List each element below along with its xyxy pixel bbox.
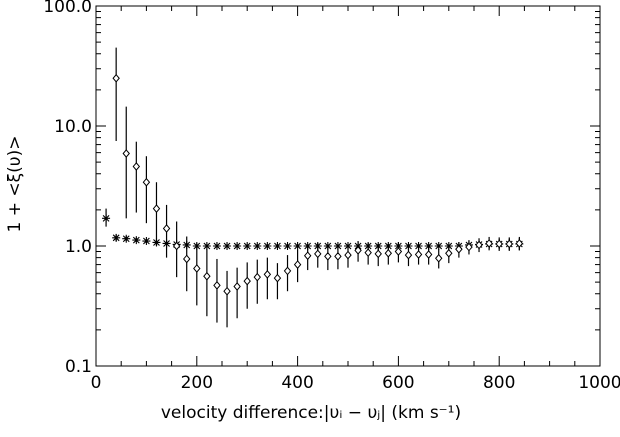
asterisk-point xyxy=(303,242,312,250)
asterisk-point xyxy=(444,242,453,250)
asterisk-point xyxy=(374,242,383,250)
diamond-point xyxy=(273,273,282,283)
diamond-point xyxy=(223,286,231,296)
asterisk-point xyxy=(243,242,252,250)
diamond-point xyxy=(172,241,181,251)
asterisk-point xyxy=(253,242,262,250)
diamond-point xyxy=(142,177,151,187)
asterisk-point xyxy=(404,242,413,250)
diamond-point xyxy=(183,254,191,264)
asterisk-point xyxy=(323,242,332,250)
asterisk-point xyxy=(142,237,151,246)
asterisk-point xyxy=(212,242,221,250)
asterisk-point xyxy=(102,214,111,223)
diamond-point xyxy=(344,250,352,260)
asterisk-point xyxy=(152,238,161,247)
diamond-point xyxy=(253,272,261,282)
y-tick-label: 1.0 xyxy=(65,237,92,257)
y-axis-title: 1 + <ξ(υ)> xyxy=(5,136,25,233)
diamond-point xyxy=(203,271,211,281)
diamond-point xyxy=(283,266,292,276)
y-tick-label: 0.1 xyxy=(65,357,92,377)
asterisk-point xyxy=(434,242,443,250)
y-tick-label: 10.0 xyxy=(54,117,92,137)
asterisk-point xyxy=(384,242,393,250)
x-axis-title: velocity difference:|υᵢ − υⱼ| (km s⁻¹) xyxy=(161,403,461,423)
x-tick-label: 800 xyxy=(483,373,515,393)
asterisk-point xyxy=(233,242,242,250)
x-tick-label: 400 xyxy=(281,373,313,393)
diamond-point xyxy=(394,247,403,256)
diamond-point xyxy=(505,239,513,249)
asterisk-point xyxy=(394,242,403,250)
diamond-point xyxy=(404,250,413,260)
diamond-point xyxy=(122,149,130,158)
diamond-point xyxy=(374,249,382,259)
asterisk-point xyxy=(122,234,131,243)
plot-border xyxy=(95,5,601,367)
x-tick-label: 200 xyxy=(181,373,213,393)
asterisk-point xyxy=(192,242,201,250)
asterisk-point xyxy=(344,242,352,250)
asterisk-point xyxy=(333,242,342,250)
diamond-point xyxy=(162,224,171,233)
x-tick-label: 600 xyxy=(382,373,414,393)
diamond-point xyxy=(354,245,362,255)
plot-frame xyxy=(95,5,601,367)
asterisk-point xyxy=(424,242,433,250)
x-tick-label: 1000 xyxy=(578,373,620,393)
asterisk-point xyxy=(132,236,141,245)
diamond-point xyxy=(243,276,251,286)
x-axis: 0 200 400 600 800 1000 xyxy=(91,6,620,393)
diamond-point xyxy=(324,251,332,261)
diamond-point xyxy=(112,73,120,83)
asterisk-point xyxy=(223,242,232,250)
diamond-point xyxy=(263,270,272,279)
diamond-point xyxy=(293,260,302,269)
y-tick-label: 100.0 xyxy=(43,0,92,17)
diamond-point xyxy=(475,240,483,250)
asterisk-point xyxy=(273,242,282,250)
diamond-point xyxy=(414,250,423,259)
asterisk-point xyxy=(263,242,272,250)
data-markers xyxy=(102,73,524,296)
diamond-point xyxy=(485,239,493,248)
diamond-point xyxy=(152,204,161,213)
error-bars xyxy=(105,47,520,328)
diamond-point xyxy=(132,162,141,171)
asterisk-point xyxy=(112,233,121,242)
asterisk-point xyxy=(414,242,423,250)
diamond-point xyxy=(495,239,503,249)
diamond-point xyxy=(465,242,473,252)
asterisk-point xyxy=(182,240,191,249)
diamond-point xyxy=(455,244,463,254)
diamond-point xyxy=(515,239,524,248)
asterisk-point xyxy=(293,242,302,250)
asterisk-point xyxy=(202,242,211,250)
diamond-point xyxy=(384,248,393,258)
diamond-point xyxy=(445,248,453,258)
diamond-point xyxy=(424,250,433,259)
diamond-point xyxy=(364,248,372,258)
asterisk-point xyxy=(364,242,373,250)
diamond-point xyxy=(213,280,221,290)
asterisk-point xyxy=(162,239,171,248)
diamond-point xyxy=(314,249,322,259)
diamond-point xyxy=(233,282,241,291)
asterisk-point xyxy=(283,242,292,250)
diamond-point xyxy=(193,264,201,273)
diamond-point xyxy=(334,251,342,261)
y-axis: 0.1 1.0 10.0 100.0 xyxy=(43,0,600,377)
diamond-point xyxy=(303,251,312,261)
x-tick-label: 0 xyxy=(91,373,102,393)
asterisk-point xyxy=(313,242,322,250)
diamond-point xyxy=(435,253,443,263)
